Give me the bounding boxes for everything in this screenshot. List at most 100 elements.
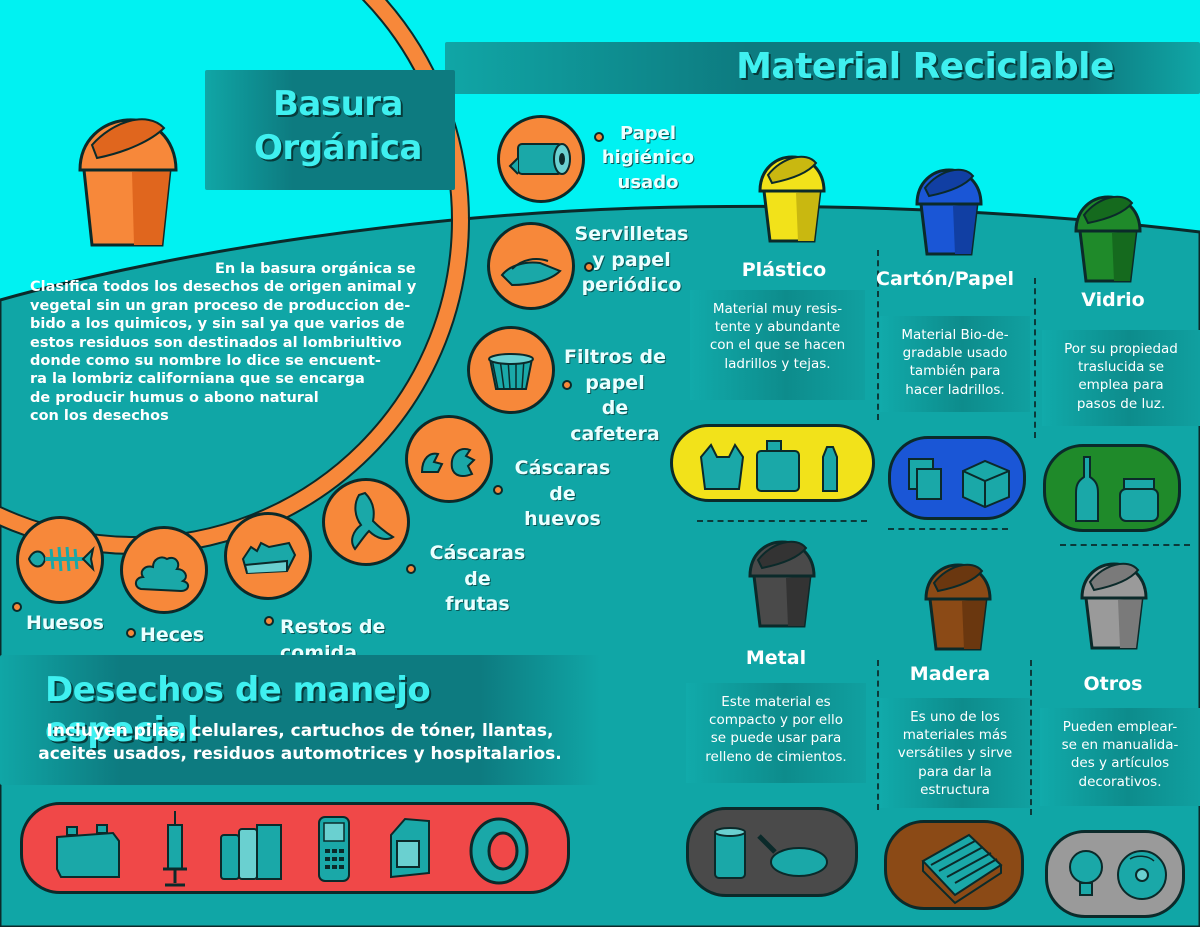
glass-items-panel (1043, 444, 1181, 532)
syringe-icon (163, 811, 187, 887)
divider (877, 250, 879, 420)
material-desc-metal: Este material es compacto y por ello se … (686, 683, 866, 783)
organic-item-label: Heces (140, 624, 205, 646)
item-connector-dot (126, 628, 136, 638)
material-title-cardboard: Cartón/Papel (876, 268, 1014, 290)
item-connector-dot (264, 616, 274, 626)
label-line: y papel (592, 248, 671, 271)
recyclable-title: Material Reciclable (736, 46, 1114, 87)
label-line: Servilletas (574, 223, 689, 245)
label-line: Cáscaras de (514, 457, 611, 505)
tire-icon (469, 817, 529, 885)
special-desc-line: aceites usados, residuos automotrices y … (38, 743, 562, 764)
organic-item-label: Cáscaras de frutas (415, 541, 540, 618)
plastic-items-panel (670, 424, 875, 502)
organic-item-toilet-paper (497, 115, 585, 203)
desc-line: emplea para (1078, 377, 1164, 394)
special-desc-line: Incluyen pilas, celulares, cartuchos de … (46, 721, 554, 741)
others-items-panel (1045, 830, 1185, 918)
desc-line: relleno de cimientos. (705, 748, 847, 765)
label-line: Filtros de (564, 346, 666, 368)
wood-items-panel (884, 820, 1024, 910)
cardboard-items-panel (888, 436, 1026, 520)
desc-line: Material Bio-de- (901, 327, 1009, 343)
organic-desc-line: En la basura orgánica se (215, 261, 416, 277)
desc-line: compacto y por ello (709, 712, 843, 729)
organic-item-label: Huesos (26, 612, 104, 634)
cardboard-bin-icon (915, 168, 983, 256)
cardboard-items-icons (908, 458, 1010, 509)
desc-line: Este material es (721, 694, 831, 710)
desc-line: Por su propiedad (1064, 341, 1178, 357)
material-title-others: Otros (1083, 673, 1143, 695)
organic-item-label: Papel higiénico usado (598, 122, 698, 195)
fish-bone-icon (27, 545, 95, 573)
item-connector-dot (562, 380, 572, 390)
organic-desc-line: ra la lombriz californiana que se encarg… (30, 371, 365, 388)
desc-line: Pueden emplear- (1062, 719, 1178, 735)
desc-line: des y artículos (1070, 755, 1170, 772)
organic-item-fruit-peels (322, 478, 410, 566)
label-line: huevos (524, 508, 601, 531)
plastic-items-icons (699, 440, 838, 492)
desc-line: gradable usado (902, 345, 1008, 362)
item-connector-dot (594, 132, 604, 142)
organic-item-label: Cáscaras de huevos (500, 456, 625, 533)
organic-description: En la basura orgánica se Clasifica todos… (30, 260, 420, 426)
material-title-metal: Metal (745, 647, 807, 669)
metal-bin-icon (748, 540, 816, 628)
organic-desc-line: de producir humus o abono natural (30, 389, 319, 406)
organic-desc-line: Clasifica todos los desechos de origen a… (30, 279, 417, 296)
item-connector-dot (406, 564, 416, 574)
material-desc-cardboard: Material Bio-de- gradable usado también … (880, 316, 1030, 412)
wood-pallet-icon (921, 833, 1003, 905)
desc-line: traslucida se (1077, 359, 1165, 376)
coffee-filter-icon (488, 353, 534, 390)
divider (877, 660, 879, 810)
desc-line: versátiles y sirve (897, 745, 1013, 762)
organic-title-line1: Basura (272, 84, 404, 124)
metal-items-icons (714, 827, 828, 879)
glass-items-icons (1075, 456, 1159, 522)
desc-line: con el que se hacen (709, 337, 846, 354)
label-line: periódico (581, 274, 682, 297)
label-line: usado (617, 171, 679, 193)
plastic-bin-icon (758, 155, 826, 243)
material-title-plastic: Plástico (741, 259, 827, 281)
organic-desc-line: vegetal sin un gran proceso de produccio… (30, 297, 411, 314)
organic-item-food-leftovers (224, 512, 312, 600)
item-connector-dot (493, 485, 503, 495)
car-battery-icon (56, 824, 120, 878)
material-desc-plastic: Material muy resis- tente y abundante co… (690, 290, 865, 400)
label-line: higiénico (601, 147, 695, 169)
glass-bin-icon (1074, 195, 1142, 283)
label-line: Papel (619, 123, 677, 144)
special-icons-panel (20, 802, 570, 894)
organic-desc-line: donde como su nombre lo dice se encuent- (30, 353, 381, 370)
item-connector-dot (12, 602, 22, 612)
item-connector-dot (584, 262, 594, 272)
organic-desc-line: estos residuos son destinados al lombriu… (30, 334, 402, 351)
desc-line: Es uno de los (910, 709, 1000, 725)
desc-line: materiales más (902, 727, 1008, 744)
desc-line: pasos de luz. (1076, 395, 1166, 412)
desc-line: se en manualida- (1061, 737, 1179, 754)
material-desc-glass: Por su propiedad traslucida se emplea pa… (1042, 330, 1200, 426)
desc-line: Material muy resis- (712, 301, 843, 317)
bread-icon (241, 541, 297, 575)
desc-line: decorativos. (1078, 773, 1162, 790)
napkin-icon (500, 258, 562, 287)
desc-line: tente y abundante (714, 319, 841, 336)
material-desc-others: Pueden emplear- se en manualida- des y a… (1040, 708, 1200, 806)
label-line: frutas (445, 593, 510, 616)
label-line: Cáscaras de (429, 542, 526, 590)
divider (1034, 278, 1036, 438)
divider (1030, 660, 1032, 815)
organic-title: Basura Orgánica (238, 82, 438, 170)
desc-line: se puede usar para (710, 730, 842, 747)
metal-items-panel (686, 807, 858, 897)
eggshell-icon (420, 448, 476, 477)
divider (888, 528, 1008, 530)
organic-item-label: Filtros de papel de cafetera (555, 345, 675, 448)
